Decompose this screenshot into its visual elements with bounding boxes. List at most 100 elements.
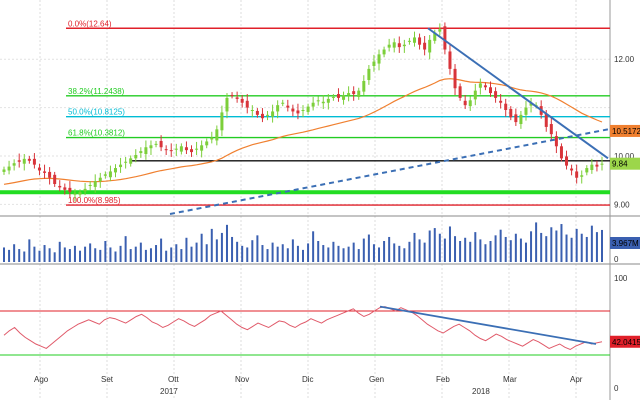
candle-body [225, 97, 229, 112]
y-tick-label: 10.00 [614, 152, 635, 161]
candle-body [154, 143, 158, 145]
candle-body [200, 145, 204, 151]
volume-bar [601, 229, 603, 262]
x-month-label: Feb [436, 375, 450, 384]
candle-body [174, 148, 178, 150]
rsi-tick-label: 100 [614, 274, 628, 283]
fib-level-label: 100.0%(8.985) [68, 196, 121, 205]
candle-body [352, 91, 356, 95]
volume-bar [438, 233, 441, 262]
candle-body [119, 164, 123, 168]
candle-body [108, 171, 112, 178]
volume-bar [575, 228, 578, 262]
candle-body [504, 103, 508, 110]
candle-body [286, 105, 290, 108]
rsi-line [3, 306, 603, 351]
candle-body [68, 187, 72, 192]
volume-bar [342, 248, 345, 262]
volume-bar [509, 240, 512, 262]
volume-bar [469, 241, 472, 262]
volume-bar [281, 244, 284, 262]
fib-level-label: 50.0%(10.8125) [68, 108, 125, 117]
volume-bar [13, 244, 16, 262]
volume-bar [494, 235, 497, 262]
volume-bar [23, 251, 26, 262]
candle-body [331, 96, 335, 98]
candle-body [276, 105, 280, 112]
candle-body [519, 114, 523, 125]
volume-bar [139, 242, 142, 262]
volume-bar [296, 245, 299, 262]
rsi-value-tag-label: 42.0415 [612, 338, 640, 347]
candle-body [93, 181, 97, 187]
volume-bar [8, 249, 11, 262]
volume-bar [388, 236, 391, 262]
candle-body [377, 54, 381, 64]
volume-bar [459, 241, 462, 262]
volume-bar [149, 248, 152, 262]
candle-body [468, 100, 472, 107]
candle-body [113, 168, 117, 173]
candle-body [306, 106, 310, 112]
x-month-label: Ott [168, 375, 179, 384]
volume-bar [286, 248, 289, 262]
volume-bar [48, 248, 51, 262]
volume-bar [236, 241, 239, 262]
candle-body [367, 68, 371, 81]
candle-body [428, 39, 432, 53]
volume-bar [94, 248, 97, 262]
candle-body [235, 97, 239, 99]
fib-level-label: 61.8%(10.3812) [68, 129, 125, 138]
candle-body [245, 100, 249, 108]
volume-bar [63, 247, 66, 262]
volume-bar [160, 238, 163, 262]
candle-body [271, 111, 275, 117]
volume-bar [43, 245, 46, 262]
candle-body [2, 169, 6, 172]
volume-bar [3, 247, 5, 262]
volume-bar [307, 243, 310, 262]
candle-body [438, 29, 442, 32]
volume-bar [119, 245, 122, 262]
volume-bar [220, 232, 223, 262]
volume-bar [418, 239, 421, 262]
volume-bar [555, 230, 558, 262]
candle-body [7, 166, 11, 171]
volume-bar [231, 236, 234, 262]
candle-body [423, 42, 427, 50]
volume-bar [276, 246, 279, 262]
volume-bar [28, 239, 31, 262]
candle-body [544, 113, 548, 127]
candle-body [230, 95, 234, 97]
candle-body [478, 83, 482, 88]
volume-bar [357, 249, 360, 262]
candle-body [549, 124, 553, 135]
volume-bar [215, 239, 218, 262]
ma-value-tag-box [610, 124, 640, 137]
volume-bar [312, 231, 315, 262]
volume-bar [403, 248, 406, 262]
candle-body [210, 137, 214, 140]
candle-body [184, 147, 188, 151]
x-month-label: Dic [302, 375, 314, 384]
candle-body [139, 151, 143, 154]
candle-body [580, 175, 584, 177]
volume-bar [535, 222, 538, 262]
candle-body [164, 149, 168, 151]
candle-body [195, 148, 199, 150]
last-price-tag-box [610, 157, 640, 170]
volume-bar [519, 238, 522, 262]
candle-body [83, 188, 87, 192]
volume-bar [180, 249, 183, 262]
candle-body [129, 158, 133, 164]
volume-bar [347, 246, 350, 262]
volume-bar [109, 247, 112, 262]
candle-body [554, 136, 558, 147]
volume-bar [423, 242, 426, 262]
volume-bar [530, 231, 533, 262]
volume-bar [165, 250, 168, 262]
candle-body [78, 192, 82, 195]
volume-bar [550, 227, 553, 262]
candle-body [407, 40, 411, 42]
volume-bar [595, 232, 598, 262]
